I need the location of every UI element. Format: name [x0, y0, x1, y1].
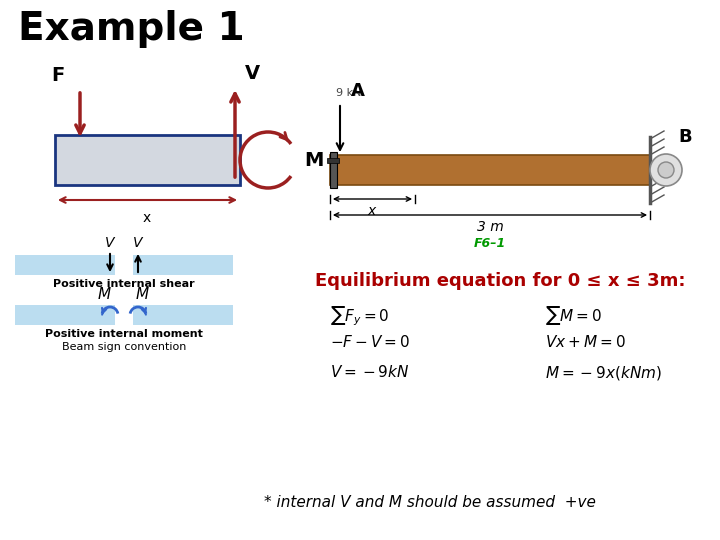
Text: V: V [133, 236, 143, 250]
Text: Example 1: Example 1 [18, 10, 245, 48]
Text: $Vx + M = 0$: $Vx + M = 0$ [545, 334, 626, 350]
Text: V: V [245, 64, 260, 83]
Text: M: M [135, 287, 148, 302]
Bar [15, 255, 115, 275]
Text: Beam sign convention: Beam sign convention [62, 342, 186, 352]
Text: $-F - V = 0$: $-F - V = 0$ [330, 334, 410, 350]
Text: $M = -9x(kNm)$: $M = -9x(kNm)$ [545, 364, 662, 382]
Text: 3 m: 3 m [477, 220, 503, 234]
Text: Equilibrium equation for 0 ≤ x ≤ 3m:: Equilibrium equation for 0 ≤ x ≤ 3m: [315, 272, 685, 290]
Text: F6–1: F6–1 [474, 237, 506, 250]
Bar [330, 155, 650, 185]
Circle shape [658, 162, 674, 178]
Text: x: x [143, 211, 151, 225]
Text: F: F [51, 66, 65, 85]
Text: $V = -9kN$: $V = -9kN$ [330, 364, 410, 380]
Text: B: B [678, 128, 692, 146]
Text: $\mathit{x}$: $\mathit{x}$ [367, 204, 378, 218]
Bar [133, 255, 233, 275]
Bar [15, 305, 115, 325]
Text: 9 kN: 9 kN [336, 88, 361, 98]
Text: $\sum F_y = 0$: $\sum F_y = 0$ [330, 304, 390, 328]
Bar [55, 135, 240, 185]
Text: V: V [105, 236, 114, 250]
Bar [330, 152, 337, 188]
Text: M: M [97, 287, 111, 302]
Text: Positive internal shear: Positive internal shear [53, 279, 195, 289]
Text: A: A [351, 82, 365, 100]
Text: M: M [304, 151, 323, 170]
Bar [133, 305, 233, 325]
Text: * internal V and M should be assumed  +ve: * internal V and M should be assumed +ve [264, 495, 596, 510]
Text: $\sum M = 0$: $\sum M = 0$ [545, 304, 602, 327]
Text: Positive internal moment: Positive internal moment [45, 329, 203, 339]
Circle shape [650, 154, 682, 186]
Bar [327, 158, 339, 163]
